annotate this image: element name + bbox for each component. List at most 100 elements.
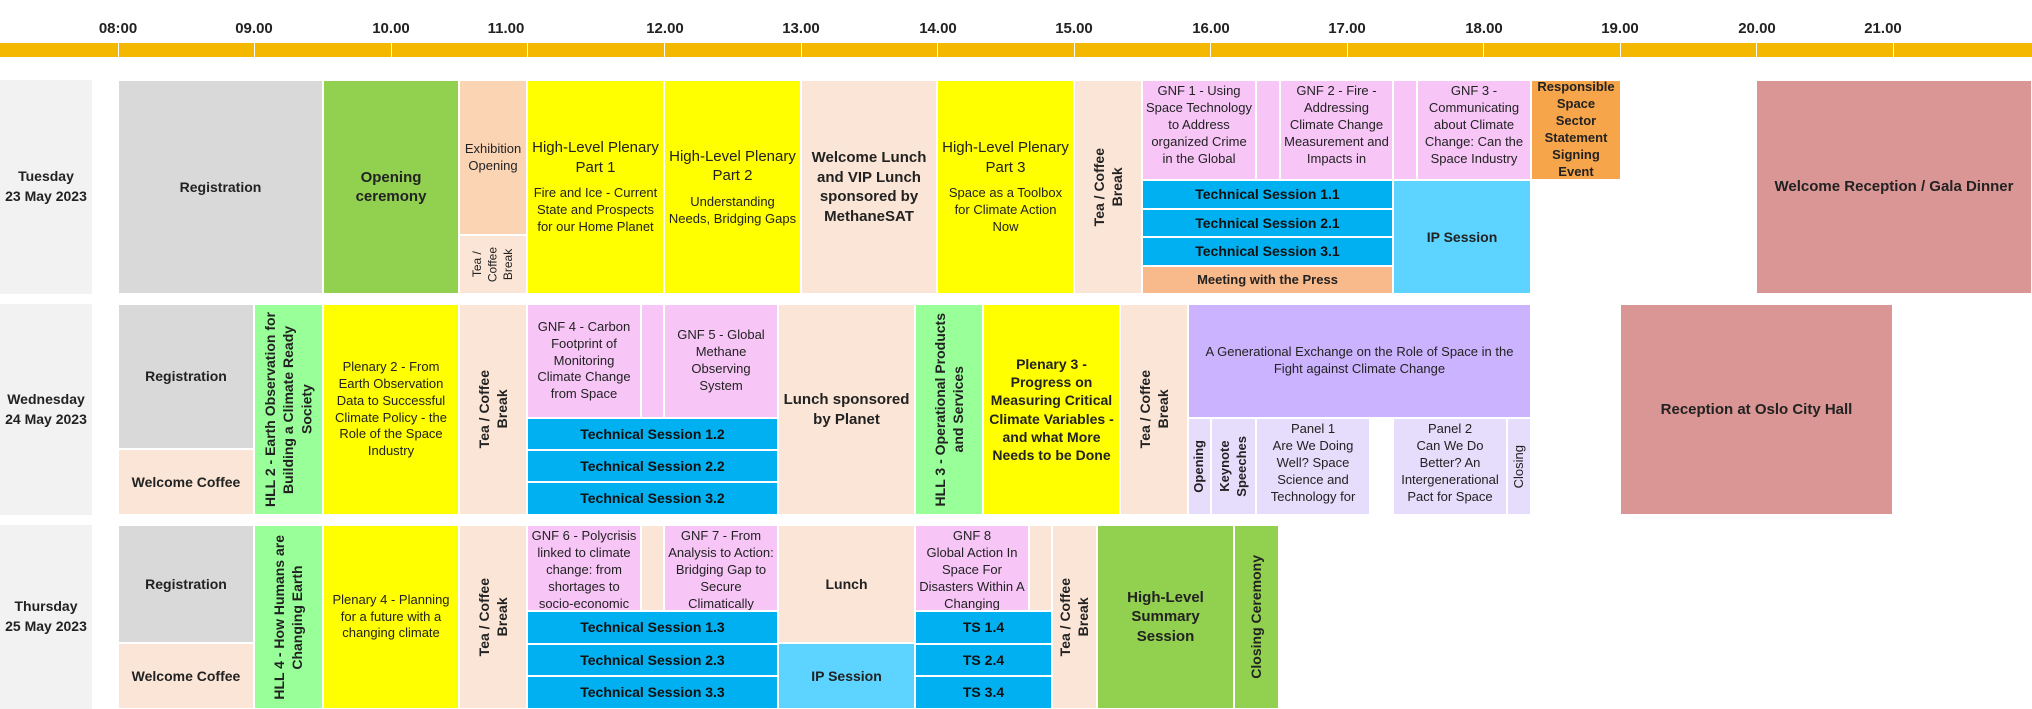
tea-break-label: Tea / Coffee Break	[475, 577, 510, 657]
event-welcome-lunch[interactable]: Welcome Lunch and VIP Lunch sponsored by…	[801, 80, 937, 294]
event-technical-session-3-1[interactable]: Technical Session 3.1	[1142, 237, 1393, 266]
event-high-level-summary[interactable]: High-Level Summary Session	[1097, 525, 1234, 709]
event-technical-session-1-3[interactable]: Technical Session 1.3	[527, 611, 778, 644]
timeline-tick	[1756, 43, 1757, 57]
event-lunch[interactable]: Lunch sponsored by Planet	[778, 304, 915, 515]
event-high-level-plenary-3[interactable]: High-Level Plenary Part 3 Space as a Too…	[937, 80, 1074, 294]
tea-break-label: Tea / Coffee Break	[469, 246, 515, 283]
timeline-tick	[1210, 43, 1211, 57]
event-opening-ceremony[interactable]: Opening ceremony	[323, 80, 459, 294]
panel-title: Panel 1	[1290, 421, 1336, 436]
timeline-tick	[118, 43, 119, 57]
event-gnf-5[interactable]: GNF 5 - Global Methane Observing System	[664, 304, 778, 418]
timeline-tick	[937, 43, 938, 57]
timeline-tick	[391, 43, 392, 57]
event-high-level-plenary-2[interactable]: High-Level Plenary Part 2 Understanding …	[664, 80, 801, 294]
timeline-tick	[1347, 43, 1348, 57]
tea-break-label: Tea / Coffee Break	[475, 370, 510, 449]
event-technical-session-2-3[interactable]: Technical Session 2.3	[527, 644, 778, 676]
plenary-subtitle: Understanding Needs, Bridging Gaps	[668, 193, 797, 226]
event-plenary-3[interactable]: Plenary 3 - Progress on Measuring Critic…	[983, 304, 1120, 515]
hll-label: HLL 4 - How Humans are Changing Earth	[271, 534, 306, 700]
event-registration[interactable]: Registration	[118, 525, 254, 643]
event-hll-4[interactable]: HLL 4 - How Humans are Changing Earth	[254, 525, 323, 709]
event-registration[interactable]: Registration	[118, 80, 323, 294]
event-tea-coffee-break[interactable]: Tea / Coffee Break	[1120, 304, 1188, 515]
event-gnf-1[interactable]: GNF 1 - Using Space Technology to Addres…	[1142, 80, 1256, 180]
event-lunch[interactable]: Lunch	[778, 525, 915, 643]
event-plenary-4[interactable]: Plenary 4 - Planning for a future with a…	[323, 525, 459, 709]
tick-label: 16.00	[1192, 20, 1230, 37]
event-gnf-8[interactable]: GNF 8 Global Action In Space For Disaste…	[915, 525, 1029, 611]
event-technical-session-2-1[interactable]: Technical Session 2.1	[1142, 209, 1393, 237]
event-tea-coffee-break[interactable]: Tea / Coffee Break	[459, 304, 527, 515]
event-ts-1-4[interactable]: TS 1.4	[915, 611, 1052, 644]
timeline-tick	[1620, 43, 1621, 57]
event-exhibition-opening[interactable]: Exhibition Opening	[459, 80, 527, 235]
event-technical-session-3-2[interactable]: Technical Session 3.2	[527, 482, 778, 515]
event-tea-coffee-break[interactable]: Tea / Coffee Break	[459, 525, 527, 709]
tick-label: 18.00	[1465, 20, 1503, 37]
timeline-tick	[254, 43, 255, 57]
tick-label: 17.00	[1328, 20, 1366, 37]
event-gala-dinner[interactable]: Welcome Reception / Gala Dinner	[1756, 80, 2032, 294]
event-gnf-4[interactable]: GNF 4 - Carbon Footprint of Monitoring C…	[527, 304, 641, 418]
opening-label: Opening	[1191, 440, 1207, 493]
event-closing[interactable]: Closing	[1507, 418, 1531, 515]
panel-subtitle: Can We Do Better? An Intergenerational P…	[1401, 437, 1499, 504]
event-hll-3[interactable]: HLL 3 - Operational Products and Service…	[915, 304, 983, 515]
event-generational-exchange[interactable]: A Generational Exchange on the Role of S…	[1188, 304, 1531, 418]
event-panel-2[interactable]: Panel 2 Can We Do Better? An Intergenera…	[1393, 418, 1507, 515]
event-registration[interactable]: Registration	[118, 304, 254, 449]
event-high-level-plenary-1[interactable]: High-Level Plenary Part 1 Fire and Ice -…	[527, 80, 664, 294]
tick-label: 10.00	[372, 20, 410, 37]
timeline-bar	[0, 43, 2032, 57]
event-ts-3-4[interactable]: TS 3.4	[915, 676, 1052, 709]
event-technical-session-2-2[interactable]: Technical Session 2.2	[527, 450, 778, 482]
event-plenary-2[interactable]: Plenary 2 - From Earth Observation Data …	[323, 304, 459, 515]
event-tea-coffee-break[interactable]: Tea / Coffee Break	[1074, 80, 1142, 294]
event-hll-2[interactable]: HLL 2 - Earth Observation for Building a…	[254, 304, 323, 515]
event-keynote-speeches[interactable]: Keynote Speeches	[1211, 418, 1256, 515]
event-ts-2-4[interactable]: TS 2.4	[915, 644, 1052, 676]
event-panel-1[interactable]: Panel 1 Are We Doing Well? Space Science…	[1256, 418, 1370, 515]
tick-label: 20.00	[1738, 20, 1776, 37]
plenary-title: High-Level Plenary Part 3	[942, 139, 1069, 176]
event-responsible-space-signing[interactable]: Responsible Space Sector Statement Signi…	[1531, 80, 1621, 180]
event-meeting-with-press[interactable]: Meeting with the Press	[1142, 266, 1393, 294]
event-gnf-2[interactable]: GNF 2 - Fire - Addressing Climate Change…	[1280, 80, 1393, 180]
event-closing-ceremony[interactable]: Closing Ceremony	[1234, 525, 1279, 709]
event-gnf-7[interactable]: GNF 7 - From Analysis to Action: Bridgin…	[664, 525, 778, 611]
event-welcome-coffee[interactable]: Welcome Coffee	[118, 449, 254, 515]
event-technical-session-1-1[interactable]: Technical Session 1.1	[1142, 180, 1393, 209]
timeline-tick	[1483, 43, 1484, 57]
timeline-tick	[664, 43, 665, 57]
event-welcome-coffee[interactable]: Welcome Coffee	[118, 643, 254, 709]
tick-label: 21.00	[1864, 20, 1902, 37]
event-technical-session-1-2[interactable]: Technical Session 1.2	[527, 418, 778, 450]
closing-ceremony-label: Closing Ceremony	[1248, 555, 1265, 679]
event-gap	[641, 304, 664, 418]
event-gnf-3[interactable]: GNF 3 - Communicating about Climate Chan…	[1417, 80, 1531, 180]
event-gap	[641, 525, 664, 611]
event-opening[interactable]: Opening	[1188, 418, 1211, 515]
day-label-thursday: Thursday 25 May 2023	[0, 525, 92, 709]
event-tea-coffee-break[interactable]: Tea / Coffee Break	[1052, 525, 1097, 709]
plenary-subtitle: Fire and Ice - Current State and Prospec…	[533, 185, 658, 234]
tick-label: 14.00	[919, 20, 957, 37]
hll-label: HLL 2 - Earth Observation for Building a…	[262, 312, 315, 507]
event-gap	[1029, 525, 1052, 611]
tick-label: 09.00	[235, 20, 273, 37]
event-gnf-6[interactable]: GNF 6 - Polycrisis linked to climate cha…	[527, 525, 641, 611]
event-ip-session[interactable]: IP Session	[1393, 180, 1531, 294]
tick-label: 13.00	[782, 20, 820, 37]
timeline-tick	[527, 43, 528, 57]
event-technical-session-3-3[interactable]: Technical Session 3.3	[527, 676, 778, 709]
timeline-tick	[801, 43, 802, 57]
event-ip-session[interactable]: IP Session	[778, 643, 915, 709]
hll-label: HLL 3 - Operational Products and Service…	[931, 312, 966, 507]
event-tea-break[interactable]: Tea / Coffee Break	[459, 235, 527, 294]
timeline-tick	[1074, 43, 1075, 57]
event-reception-oslo-city-hall[interactable]: Reception at Oslo City Hall	[1620, 304, 1893, 515]
event-gap	[1393, 80, 1417, 180]
